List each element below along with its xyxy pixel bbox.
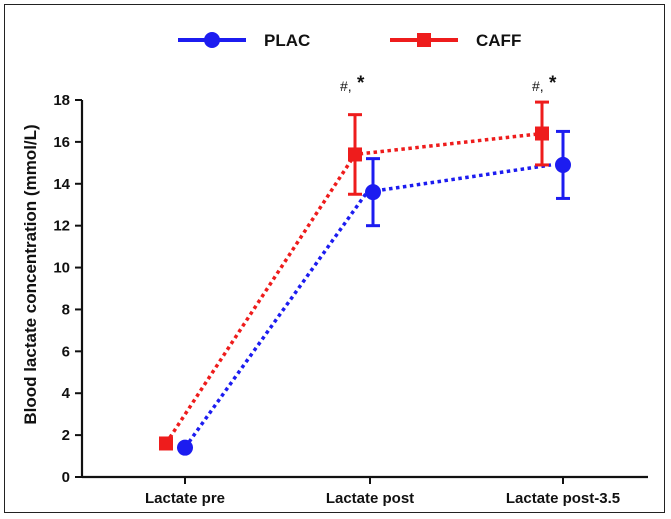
y-axis-title: Blood lactate concentration (mmol/L) [21,124,40,424]
y-tick-label: 16 [53,134,70,151]
x-tick-label: Lactate pre [145,490,225,507]
significance-star: * [549,73,557,94]
y-tick-label: 10 [53,260,70,277]
chart-frame [4,4,665,513]
y-tick-label: 4 [62,385,71,402]
y-tick-label: 6 [62,343,70,360]
x-tick-label: Lactate post [326,490,414,507]
caff-legend-label: CAFF [476,31,521,50]
caff-legend-marker [417,33,431,47]
y-tick-label: 2 [62,427,70,444]
y-tick-label: 0 [62,469,70,486]
plac-legend-marker [204,32,220,48]
legend: PLAC CAFF [178,31,521,50]
axes: 0 2 4 6 8 10 12 14 16 18 Lactate pre Lactate post La… [21,92,648,507]
plac-legend-label: PLAC [264,31,310,50]
caff-point [348,147,362,162]
plac-point [177,439,193,456]
y-tick-label: 14 [53,176,70,193]
caff-point [535,126,549,141]
series-layer [159,100,571,456]
y-tick-label: 12 [53,218,70,235]
caff-point [159,436,173,451]
plac-point [365,184,381,201]
significance-hash: #, [340,78,352,94]
significance-star: * [357,73,365,94]
y-tick-label: 18 [53,92,70,109]
plac-point [555,156,571,173]
x-tick-label: Lactate post-3.5 [506,490,620,507]
significance-hash: #, [532,78,544,94]
y-tick-label: 8 [62,301,70,318]
annotation-layer: #, * #, * [340,73,557,94]
plac-series-line [183,163,552,449]
